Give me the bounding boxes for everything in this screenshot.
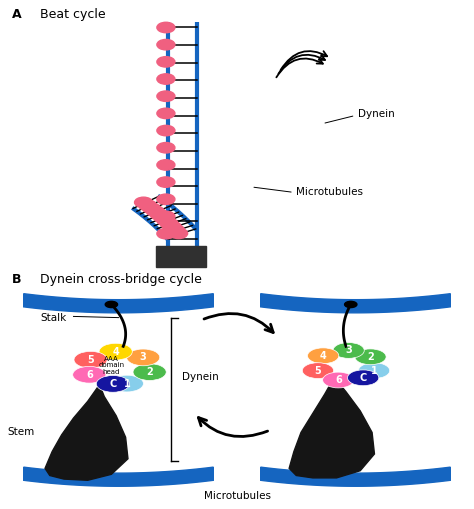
Text: 5: 5 <box>87 355 94 365</box>
Text: 5: 5 <box>315 365 321 376</box>
Circle shape <box>146 206 164 216</box>
Polygon shape <box>289 378 374 478</box>
Text: 4: 4 <box>112 347 119 357</box>
Text: 3: 3 <box>345 346 352 355</box>
Text: Beat cycle: Beat cycle <box>36 8 105 21</box>
Text: 3: 3 <box>140 352 146 362</box>
Polygon shape <box>261 294 450 313</box>
Circle shape <box>333 343 364 358</box>
Circle shape <box>345 301 357 307</box>
Circle shape <box>154 212 172 222</box>
Text: C: C <box>109 379 117 389</box>
Circle shape <box>99 343 132 360</box>
Circle shape <box>96 376 129 392</box>
Circle shape <box>157 39 175 50</box>
Circle shape <box>347 370 379 386</box>
Circle shape <box>157 143 175 153</box>
Circle shape <box>355 349 386 365</box>
Text: 2: 2 <box>367 352 374 362</box>
Polygon shape <box>24 294 213 313</box>
Circle shape <box>157 125 175 136</box>
Circle shape <box>135 197 153 208</box>
Circle shape <box>157 56 175 67</box>
Circle shape <box>157 229 175 239</box>
Text: Microtubules: Microtubules <box>203 491 271 501</box>
Circle shape <box>323 372 354 388</box>
Circle shape <box>157 160 175 170</box>
Text: Stem: Stem <box>7 428 34 437</box>
Text: 1: 1 <box>371 365 377 376</box>
Text: Dynein cross-bridge cycle: Dynein cross-bridge cycle <box>36 273 201 287</box>
Circle shape <box>157 177 175 187</box>
Text: AAA
domain
head: AAA domain head <box>98 356 125 375</box>
Text: Stalk: Stalk <box>40 313 66 323</box>
Circle shape <box>164 222 182 232</box>
FancyBboxPatch shape <box>156 246 206 267</box>
Circle shape <box>110 375 144 392</box>
Circle shape <box>157 194 175 205</box>
Circle shape <box>157 215 175 226</box>
Circle shape <box>160 218 178 229</box>
Circle shape <box>157 108 175 119</box>
Circle shape <box>302 363 334 379</box>
Circle shape <box>157 91 175 101</box>
Text: Dynein: Dynein <box>182 373 219 382</box>
Circle shape <box>170 228 188 239</box>
Circle shape <box>166 225 184 235</box>
Circle shape <box>74 351 107 368</box>
Text: B: B <box>12 273 21 287</box>
Text: 1: 1 <box>123 379 130 388</box>
Polygon shape <box>24 467 213 486</box>
Polygon shape <box>261 467 450 486</box>
Text: Microtubules: Microtubules <box>296 187 363 197</box>
Circle shape <box>150 209 168 219</box>
Text: Dynein: Dynein <box>358 109 395 119</box>
Circle shape <box>138 200 156 211</box>
Text: 2: 2 <box>146 367 153 377</box>
Text: 6: 6 <box>86 370 92 380</box>
Circle shape <box>157 74 175 84</box>
Polygon shape <box>45 385 128 480</box>
Text: 6: 6 <box>335 375 342 385</box>
Circle shape <box>308 348 339 363</box>
Circle shape <box>73 366 106 383</box>
Circle shape <box>133 364 166 380</box>
Text: 4: 4 <box>320 351 327 361</box>
Text: A: A <box>12 8 21 21</box>
Circle shape <box>358 363 390 379</box>
Circle shape <box>157 211 175 222</box>
Circle shape <box>157 22 175 33</box>
Circle shape <box>127 349 160 366</box>
Text: C: C <box>359 373 367 383</box>
Circle shape <box>142 203 160 213</box>
Circle shape <box>105 301 118 307</box>
